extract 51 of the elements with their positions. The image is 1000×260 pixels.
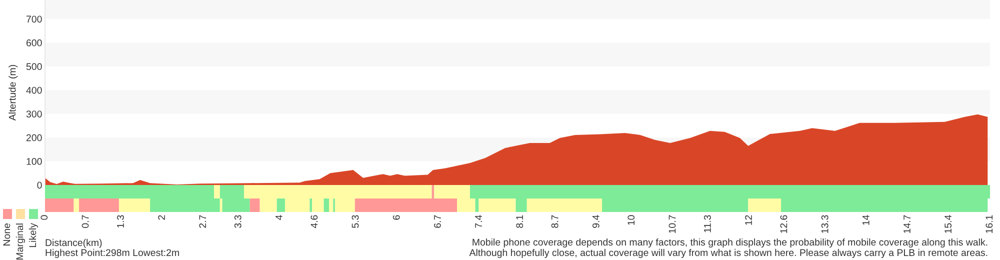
bar bbox=[118, 198, 150, 212]
x-tick-label: 16.1 bbox=[986, 215, 993, 233]
x-tick-label: 10.7 bbox=[668, 215, 676, 233]
y-tick-label: 0 bbox=[37, 182, 42, 189]
x-tick-label: 6 bbox=[392, 215, 400, 220]
x-tick-label: 13.3 bbox=[821, 215, 828, 233]
x-tick-label: 0.7 bbox=[82, 215, 89, 228]
legend-label: None bbox=[3, 223, 10, 246]
x-tick-label: 10 bbox=[628, 215, 635, 225]
y-tick-label: 300 bbox=[26, 110, 42, 118]
x-tick-label: 4.6 bbox=[310, 215, 318, 228]
bar bbox=[324, 198, 330, 212]
x-tick-label: 3.3 bbox=[234, 215, 242, 228]
x-tick-label: 12.6 bbox=[780, 215, 788, 233]
x-tick-label: 14 bbox=[862, 215, 870, 225]
bar bbox=[220, 198, 222, 212]
y-axis-title: Altertude (m) bbox=[8, 65, 18, 121]
x-tick-label: 12 bbox=[745, 215, 752, 225]
legend-label: Marginal bbox=[16, 224, 26, 260]
x-tick-label: 6.7 bbox=[434, 215, 441, 228]
x-axis-title: Distance(km) bbox=[46, 238, 102, 248]
x-tick-label: 15.4 bbox=[944, 215, 952, 233]
x-tick-label: 11.3 bbox=[704, 215, 711, 232]
bar bbox=[276, 198, 286, 212]
text: Highest Point:298m Lowest:2m bbox=[46, 248, 179, 258]
y-tick-label: 200 bbox=[26, 134, 42, 142]
x-tick-label: 7.4 bbox=[475, 215, 482, 228]
x-tick-label: 0 bbox=[40, 215, 48, 220]
bar bbox=[478, 198, 516, 212]
x-tick-label: 4 bbox=[276, 215, 282, 220]
x-tick-label: 14.7 bbox=[904, 215, 910, 233]
x-tick-label: 9.4 bbox=[592, 215, 600, 228]
bar bbox=[310, 198, 312, 212]
bar bbox=[250, 198, 260, 212]
bar bbox=[526, 198, 602, 212]
text: Mobile phone coverage depends on many factors, this graph displays the probability of mobile coverage along this walk. Although hopefully close, actual coverage will vary from what is shown here. Please always carry a PLB in remote areas. bbox=[469, 238, 988, 258]
bar bbox=[214, 185, 220, 198]
bar bbox=[74, 198, 80, 212]
y-tick-label: 100 bbox=[26, 158, 42, 165]
y-tick-label: 400 bbox=[26, 86, 42, 94]
x-tick-label: 8.7 bbox=[551, 215, 558, 228]
x-tick-label: 1.3 bbox=[117, 215, 124, 228]
legend-label: Likely bbox=[28, 223, 38, 248]
y-tick-label: 700 bbox=[26, 16, 42, 23]
x-tick-label: 8.1 bbox=[516, 215, 524, 228]
bar bbox=[748, 198, 782, 212]
x-tick-label: 5.3 bbox=[352, 215, 359, 228]
x-tick-label: 2.7 bbox=[199, 215, 206, 228]
y-tick-label: 600 bbox=[26, 39, 42, 46]
x-tick-label: 2 bbox=[158, 215, 165, 220]
y-tick-label: 500 bbox=[26, 63, 42, 70]
